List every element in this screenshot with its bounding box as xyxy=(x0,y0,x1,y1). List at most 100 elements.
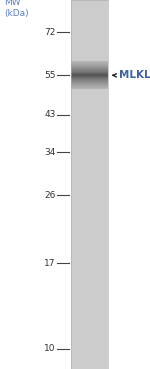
Bar xyxy=(70,348,108,349)
Bar xyxy=(70,233,108,234)
Bar xyxy=(70,91,108,92)
Bar xyxy=(70,222,108,223)
Bar xyxy=(70,319,108,320)
Bar xyxy=(70,28,108,29)
Bar xyxy=(70,45,108,46)
Bar xyxy=(70,345,108,346)
Bar xyxy=(70,107,108,108)
Bar xyxy=(70,27,108,28)
Bar xyxy=(70,252,108,254)
Bar xyxy=(70,36,108,37)
Bar xyxy=(70,286,108,287)
Bar xyxy=(70,164,108,165)
Bar xyxy=(70,359,108,360)
Bar xyxy=(70,207,108,208)
Bar xyxy=(70,84,108,85)
Bar xyxy=(70,308,108,309)
Bar xyxy=(70,272,108,273)
Text: 72: 72 xyxy=(44,28,56,37)
Text: 55: 55 xyxy=(44,71,56,80)
Bar xyxy=(70,165,108,166)
Bar xyxy=(70,208,108,209)
Bar xyxy=(70,17,108,18)
Bar xyxy=(70,259,108,260)
Bar xyxy=(70,315,108,316)
Bar xyxy=(70,235,108,236)
Bar xyxy=(70,145,108,146)
Bar xyxy=(70,112,108,113)
Bar xyxy=(70,161,108,162)
Bar xyxy=(70,263,108,265)
Bar xyxy=(70,117,108,118)
Bar xyxy=(70,273,108,274)
Bar xyxy=(70,25,108,26)
Bar xyxy=(70,312,108,313)
Bar xyxy=(70,118,108,119)
Bar xyxy=(70,323,108,324)
Bar xyxy=(70,174,108,175)
Bar xyxy=(70,349,108,351)
Bar xyxy=(70,334,108,335)
Bar xyxy=(70,123,108,124)
Bar xyxy=(70,368,108,369)
Bar xyxy=(70,119,108,120)
Bar xyxy=(70,4,108,5)
Bar xyxy=(70,38,108,39)
Bar xyxy=(70,187,108,188)
Bar xyxy=(70,227,108,228)
Bar xyxy=(70,313,108,314)
Bar xyxy=(70,294,108,295)
Bar xyxy=(70,130,108,131)
Bar xyxy=(70,354,108,355)
Bar xyxy=(70,267,108,268)
Bar xyxy=(70,24,108,25)
Bar xyxy=(70,307,108,308)
Bar xyxy=(70,355,108,356)
Bar xyxy=(70,8,108,9)
Bar xyxy=(70,9,108,10)
Bar xyxy=(70,128,108,130)
Bar xyxy=(70,204,108,205)
Bar xyxy=(70,50,108,51)
Bar xyxy=(70,220,108,221)
Bar xyxy=(70,225,108,226)
Bar xyxy=(70,44,108,45)
Bar xyxy=(70,101,108,102)
Bar xyxy=(70,262,108,263)
Bar xyxy=(70,358,108,359)
Text: 26: 26 xyxy=(44,191,56,200)
Bar xyxy=(70,320,108,321)
Bar xyxy=(70,215,108,216)
Bar xyxy=(70,335,108,336)
Bar xyxy=(70,337,108,338)
Bar xyxy=(70,120,108,121)
Bar xyxy=(70,156,108,157)
Bar xyxy=(70,283,108,284)
Bar xyxy=(70,48,108,49)
Bar xyxy=(70,168,108,169)
Bar xyxy=(70,199,108,200)
Bar xyxy=(70,221,108,222)
Bar xyxy=(70,40,108,41)
Bar xyxy=(70,46,108,47)
Bar xyxy=(70,0,108,1)
Bar xyxy=(70,162,108,163)
Bar xyxy=(70,62,108,63)
Bar xyxy=(70,68,108,69)
Bar xyxy=(70,114,108,115)
Bar xyxy=(70,80,108,82)
Bar xyxy=(70,317,108,318)
Bar xyxy=(70,21,108,22)
Bar xyxy=(70,22,108,23)
Bar xyxy=(70,197,108,198)
Bar xyxy=(70,361,108,362)
Bar xyxy=(70,210,108,211)
Bar xyxy=(70,246,108,247)
Bar xyxy=(70,94,108,95)
Bar xyxy=(70,55,108,56)
Bar xyxy=(70,255,108,256)
Bar xyxy=(70,69,108,70)
Bar xyxy=(70,226,108,227)
Bar xyxy=(70,351,108,352)
Bar xyxy=(70,275,108,276)
